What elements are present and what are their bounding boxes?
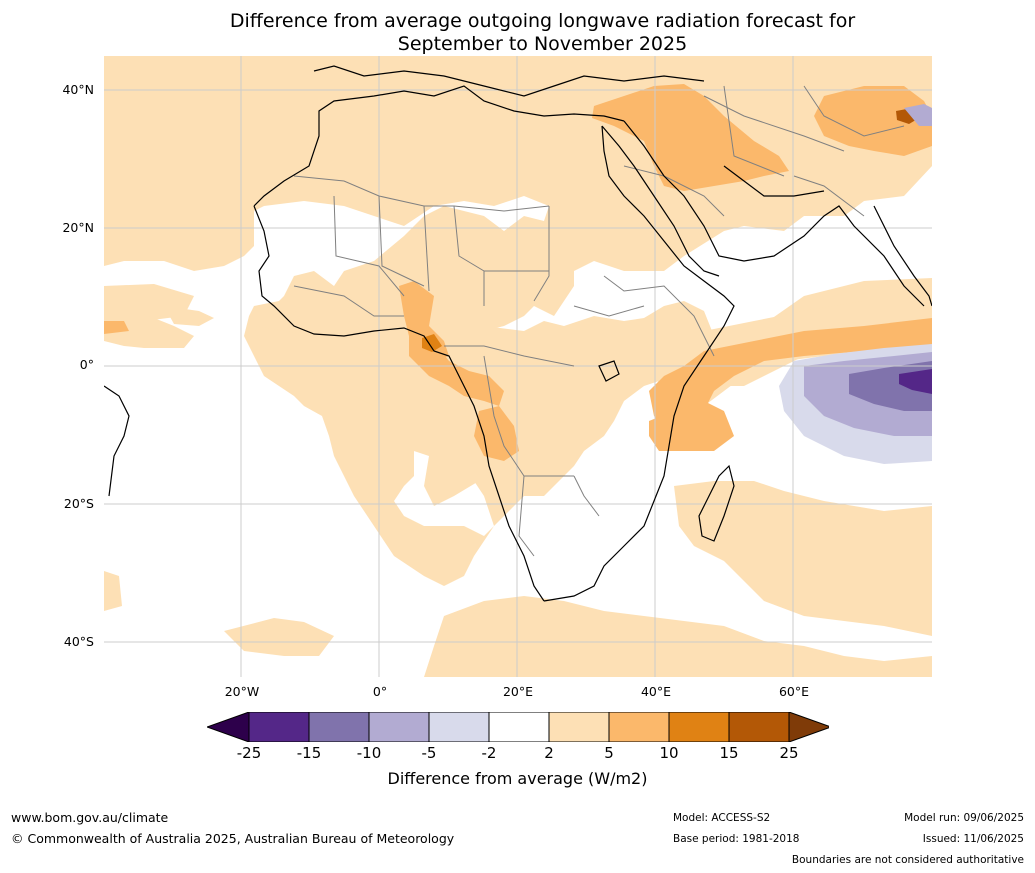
colorbar-segment	[608, 711, 670, 743]
colorbar-segment	[668, 711, 730, 743]
gridlines	[104, 56, 932, 677]
colorbar-tick-label: -15	[296, 744, 322, 762]
footer-website: www.bom.gov.au/climate	[11, 810, 169, 825]
anomaly-cameroon-hotspot	[422, 334, 442, 352]
colorbar-svg	[205, 711, 833, 743]
coast-africa-south	[543, 125, 735, 602]
colorbar-extend-over	[788, 711, 833, 743]
coast-red-sea	[601, 125, 720, 277]
anomaly-east-atlantic-blob	[164, 306, 214, 326]
country-borders	[293, 85, 905, 557]
coast-africa-north	[253, 85, 625, 207]
coast-arabia	[623, 120, 925, 307]
colorbar-segment	[728, 711, 790, 743]
footer-base-period: Base period: 1981-2018	[673, 833, 800, 845]
colorbar-segment	[548, 711, 610, 743]
lat-label-20s: 20°S	[63, 496, 94, 511]
map-svg	[104, 56, 932, 677]
coast-persian-gulf	[723, 165, 825, 197]
footer-disclaimer: Boundaries are not considered authoritat…	[791, 854, 1024, 866]
lat-label-20n: 20°N	[62, 220, 94, 235]
coast-africa-west	[253, 205, 545, 602]
footer-issued: Issued: 11/06/2025	[922, 833, 1024, 845]
colorbar-tick-label: -5	[421, 744, 437, 762]
footer-model-run: Model run: 09/06/2025	[904, 812, 1024, 824]
coast-south-america	[104, 385, 130, 497]
lon-label-0: 0°	[372, 684, 388, 699]
lon-label-20e: 20°E	[502, 684, 534, 699]
colorbar-segment	[428, 711, 490, 743]
anomaly-10-plus-fields	[422, 108, 919, 352]
colorbar-title: Difference from average (W/m2)	[387, 769, 648, 788]
colorbar-segment	[308, 711, 370, 743]
lat-label-40n: 40°N	[62, 82, 94, 97]
anomaly-atlantic-bands	[104, 311, 194, 348]
colorbar-tick-label: 2	[544, 744, 554, 762]
lat-label-eq: 0°	[79, 357, 94, 372]
coast-madagascar	[698, 464, 735, 542]
colorbar-tick-label: 5	[604, 744, 614, 762]
anomaly-east-africa-coast	[649, 318, 932, 431]
colorbar	[205, 711, 833, 743]
anomaly-southern-ocean-west	[224, 618, 334, 656]
colorbar-tick-label: -10	[356, 744, 382, 762]
lon-label-20w: 20°W	[224, 684, 260, 699]
anomaly-middle-east-core	[592, 84, 789, 191]
colorbar-tick-label: 15	[719, 744, 739, 762]
colorbar-extend-under	[205, 711, 250, 743]
lon-label-60e: 60°E	[778, 684, 810, 699]
anomaly-gulf-of-guinea	[254, 326, 484, 506]
lat-label-40s: 40°S	[63, 634, 94, 649]
anomaly-atlantic-sw	[104, 571, 122, 611]
coast-europe	[313, 65, 705, 97]
coastlines	[104, 65, 932, 602]
footer-model: Model: ACCESS-S2	[673, 812, 771, 824]
anomaly-southern-ocean	[424, 596, 932, 677]
anomaly-neg-himalaya	[904, 104, 932, 126]
anomaly-neg-15-25-indian-ocean	[899, 369, 932, 394]
colorbar-tick-label: -25	[236, 744, 262, 762]
forecast-map	[104, 56, 932, 677]
footer-copyright: © Commonwealth of Australia 2025, Austra…	[11, 831, 455, 846]
colorbar-segment	[368, 711, 430, 743]
colorbar-segment	[248, 711, 310, 743]
colorbar-segment	[488, 711, 550, 743]
colorbar-tick-label: 10	[659, 744, 679, 762]
anomaly-angola	[474, 406, 519, 461]
anomaly-atlantic-equator	[104, 321, 129, 334]
coast-lake-victoria	[598, 360, 620, 382]
chart-title: Difference from average outgoing longwav…	[0, 10, 1035, 56]
colorbar-tick-label: -2	[481, 744, 497, 762]
anomaly-central-asia	[814, 86, 932, 156]
anomaly-indian-ocean-south	[674, 481, 932, 636]
title-line-2: September to November 2025	[397, 33, 688, 55]
title-line-1: Difference from average outgoing longwav…	[229, 10, 856, 32]
coast-india	[873, 205, 932, 307]
colorbar-tick-label: 25	[779, 744, 799, 762]
lon-label-40e: 40°E	[640, 684, 672, 699]
anomaly-negative-fields	[779, 104, 932, 464]
